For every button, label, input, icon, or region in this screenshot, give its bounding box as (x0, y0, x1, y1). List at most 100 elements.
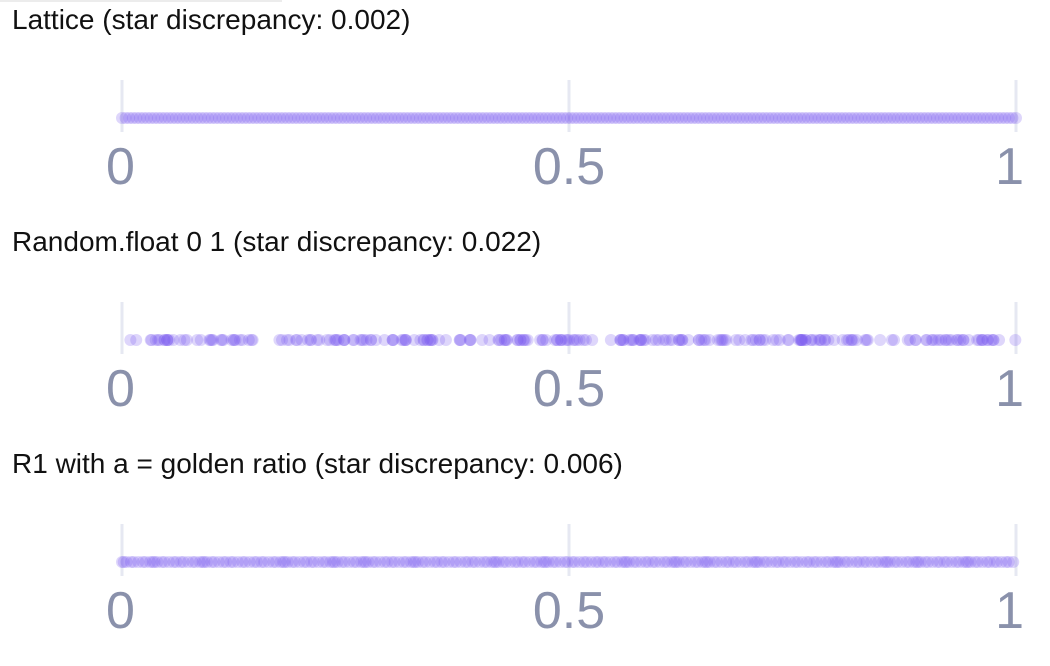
data-point (888, 556, 901, 568)
data-point (457, 112, 470, 124)
data-point (639, 556, 652, 568)
data-point (950, 334, 963, 346)
data-point (350, 556, 363, 568)
data-point (305, 334, 318, 346)
data-point (357, 334, 370, 346)
data-point (816, 112, 829, 124)
data-point (693, 334, 706, 346)
data-point (956, 112, 969, 124)
data-point (753, 334, 766, 346)
data-point (313, 112, 326, 124)
data-point (159, 112, 172, 124)
data-point (117, 556, 130, 568)
data-point (658, 556, 671, 568)
data-point (330, 334, 343, 346)
data-point (421, 334, 434, 346)
data-point (676, 112, 689, 124)
data-point (478, 556, 491, 568)
data-point (489, 112, 502, 124)
data-point (593, 112, 606, 124)
data-point (611, 556, 624, 568)
data-point (485, 112, 498, 124)
data-point (205, 334, 218, 346)
data-point (177, 112, 190, 124)
data-point (608, 556, 621, 568)
data-point (435, 556, 448, 568)
data-point (630, 556, 643, 568)
chart-plot: 0 0.5 1 (106, 524, 1024, 640)
data-point (293, 556, 306, 568)
data-point (347, 334, 360, 346)
data-point (823, 112, 836, 124)
data-point (184, 112, 197, 124)
data-point (324, 112, 337, 124)
data-point (814, 334, 827, 346)
data-point (962, 334, 975, 346)
data-point (799, 334, 812, 346)
data-point (167, 334, 180, 346)
data-point (739, 334, 752, 346)
data-point (762, 112, 775, 124)
data-point (1002, 112, 1015, 124)
data-point (133, 112, 146, 124)
data-point (338, 112, 351, 124)
data-point (850, 334, 863, 346)
data-point (599, 556, 612, 568)
data-point (712, 112, 724, 124)
data-point (756, 334, 769, 346)
data-point (270, 112, 283, 124)
data-point (182, 556, 195, 568)
data-point (672, 112, 685, 124)
data-point (714, 334, 727, 346)
data-point (359, 556, 372, 568)
x-tick-label: 0.5 (533, 582, 605, 640)
data-point (276, 334, 289, 346)
chart-title: R1 with a = golden ratio (star discrepan… (12, 448, 623, 479)
x-tick-label: 0.5 (533, 138, 605, 196)
data-point (729, 112, 742, 124)
data-point (722, 112, 735, 124)
data-point (273, 334, 286, 346)
data-point (865, 556, 878, 568)
data-point (580, 556, 593, 568)
data-point (335, 112, 348, 124)
chart-title: Lattice (star discrepancy: 0.002) (12, 4, 411, 35)
data-point (324, 556, 337, 568)
data-point (277, 112, 290, 124)
data-point (957, 556, 970, 568)
data-point (745, 334, 758, 346)
data-point (137, 112, 150, 124)
data-point (592, 556, 605, 568)
data-point (555, 334, 568, 346)
data-point (187, 112, 200, 124)
data-point (900, 556, 913, 568)
data-point (336, 556, 349, 568)
data-point (573, 556, 586, 568)
data-point (643, 112, 656, 124)
data-point (625, 334, 638, 346)
data-point (901, 334, 914, 346)
data-point (180, 334, 193, 346)
data-point (194, 334, 207, 346)
data-point (417, 334, 430, 346)
data-point (1006, 112, 1019, 124)
data-point (976, 556, 989, 568)
data-point (539, 556, 552, 568)
data-point (317, 112, 330, 124)
data-point (842, 334, 855, 346)
chart-plot: 0 0.5 1 (106, 80, 1024, 196)
data-point (417, 112, 430, 124)
data-point (124, 556, 137, 568)
data-point (931, 556, 944, 568)
data-point (230, 112, 243, 124)
data-point (676, 334, 689, 346)
data-point (950, 556, 963, 568)
data-point (884, 556, 897, 568)
data-point (810, 556, 823, 568)
data-point (542, 556, 555, 568)
data-point (328, 334, 341, 346)
data-point (826, 556, 839, 568)
data-point (975, 334, 988, 346)
data-point (577, 334, 590, 346)
data-point (577, 556, 590, 568)
